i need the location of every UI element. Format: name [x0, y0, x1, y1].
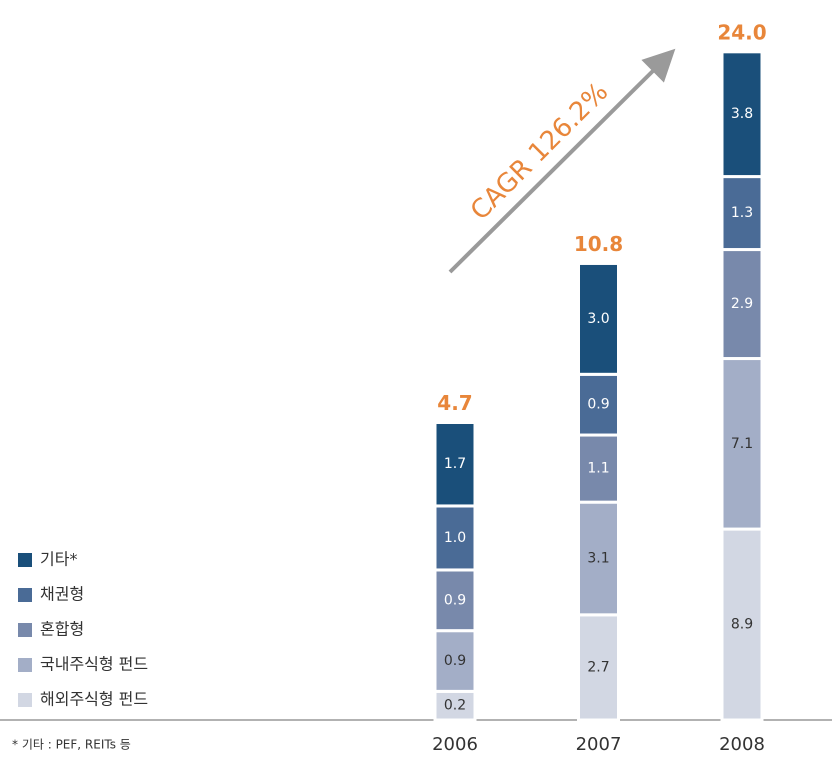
data-label: 7.1	[731, 436, 753, 452]
bar-segment	[577, 433, 620, 504]
legend-label: 채권형	[40, 585, 84, 604]
legend-label: 해외주식형 펀드	[40, 690, 148, 709]
annotation: CAGR 126.2%	[465, 77, 614, 226]
total-label: 24.0	[717, 20, 766, 44]
data-label: 3.8	[731, 106, 753, 122]
bar-segment	[433, 421, 477, 508]
x-tick-label: 2007	[576, 734, 622, 755]
bar-segment	[720, 50, 764, 179]
data-label: 0.2	[444, 698, 466, 714]
data-label: 0.9	[444, 592, 466, 608]
trend-arrow	[448, 48, 676, 274]
legend-label: 기타*	[40, 550, 77, 569]
bar-segment	[577, 500, 620, 617]
total-label: 4.7	[437, 391, 472, 415]
data-label: 1.0	[444, 530, 466, 546]
bar-segment	[433, 629, 477, 693]
data-label: 3.1	[587, 550, 609, 566]
data-label: 0.9	[587, 397, 609, 413]
x-tick-label: 2008	[719, 734, 765, 755]
legend-swatch	[18, 658, 32, 672]
legend-swatch	[18, 553, 32, 567]
bar-segment	[577, 372, 620, 437]
legend-label: 혼합형	[40, 620, 84, 639]
data-label: 0.9	[444, 653, 466, 669]
total-label: 10.8	[574, 232, 623, 256]
data-label: 1.1	[587, 461, 609, 477]
bar-segment	[433, 689, 477, 722]
data-label: 2.7	[587, 659, 609, 675]
bar-segment	[577, 613, 620, 722]
legend-swatch	[18, 693, 32, 707]
data-label: 1.7	[444, 456, 466, 472]
bar-segment	[433, 504, 477, 572]
footnote: * 기타 : PEF, REITs 등	[12, 738, 131, 752]
bar-segment	[720, 357, 764, 531]
data-label: 8.9	[731, 617, 753, 633]
legend-swatch	[18, 588, 32, 602]
legend-label: 국내주식형 펀드	[40, 655, 148, 674]
data-label: 2.9	[731, 296, 753, 312]
bar-segment	[577, 261, 620, 376]
x-tick-label: 2006	[432, 734, 478, 755]
data-label: 3.0	[587, 311, 609, 327]
bar-segment	[720, 527, 764, 722]
data-label: 1.3	[731, 205, 753, 221]
legend-swatch	[18, 623, 32, 637]
